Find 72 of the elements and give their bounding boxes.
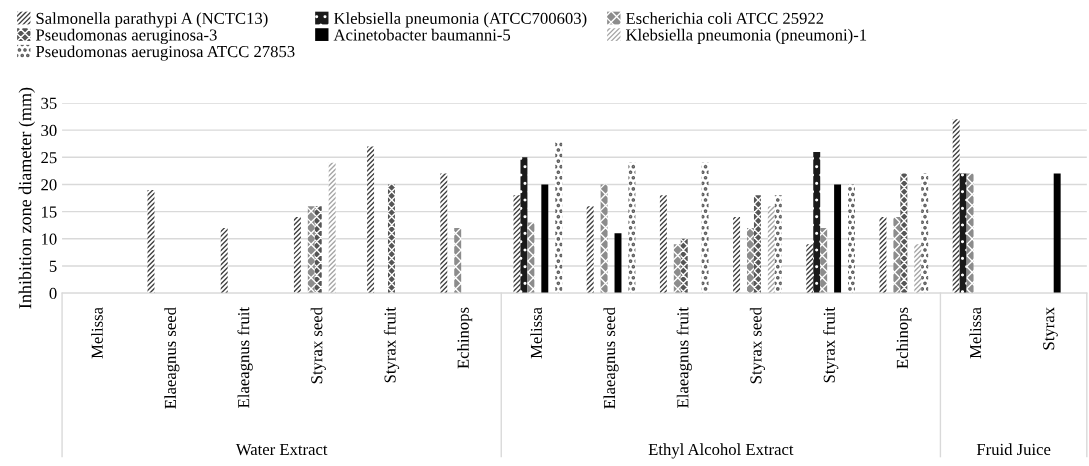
bar bbox=[520, 157, 528, 294]
y-tick-label: 0 bbox=[49, 287, 57, 300]
y-tick-label: 15 bbox=[42, 206, 57, 218]
bar bbox=[314, 206, 322, 294]
bar bbox=[220, 227, 228, 294]
bar bbox=[806, 244, 814, 294]
bar bbox=[600, 184, 608, 294]
y-tick-label: 35 bbox=[41, 97, 57, 109]
x-tick-label: Elaeagnus seed bbox=[603, 307, 619, 409]
x-tick-label: Melissa bbox=[530, 307, 543, 359]
bar bbox=[914, 244, 922, 294]
bar bbox=[659, 195, 667, 294]
x-tick-label: Echinops bbox=[457, 307, 473, 369]
y-tick-label: 30 bbox=[41, 124, 57, 137]
bar bbox=[586, 206, 594, 294]
x-tick-label: Elaeagnus fruit bbox=[676, 307, 692, 408]
bar bbox=[753, 195, 761, 294]
bar bbox=[454, 227, 462, 294]
x-tick-label: Elaeagnus seed bbox=[164, 307, 180, 409]
bar bbox=[440, 173, 448, 294]
x-tick-label: Styrax seed bbox=[749, 307, 766, 384]
y-axis-title: Inhibition zone diameter (mm) bbox=[18, 87, 35, 309]
text: Fruid Juice bbox=[976, 443, 1051, 456]
bar bbox=[1053, 173, 1061, 294]
bar bbox=[747, 227, 754, 294]
x-tick-label: Styrax bbox=[1043, 307, 1058, 350]
bar bbox=[813, 151, 821, 294]
bar bbox=[541, 184, 549, 294]
bar bbox=[307, 206, 315, 294]
bar bbox=[952, 119, 960, 294]
legend-label: Pseudomonas aeruginosa ATCC 27853 bbox=[35, 45, 295, 61]
x-tick-label: Elaeagnus fruit bbox=[237, 307, 253, 408]
bar bbox=[921, 173, 929, 294]
bar bbox=[367, 146, 375, 294]
bar bbox=[959, 173, 967, 294]
bar bbox=[767, 206, 775, 294]
text: Water Extract bbox=[235, 443, 328, 456]
bar bbox=[774, 195, 782, 294]
x-tick-label: Styrax fruit bbox=[822, 307, 839, 383]
legend-label: Salmonella parathypi A (NCTC13) bbox=[36, 12, 268, 28]
x-tick-label: Melissa bbox=[91, 307, 103, 359]
bar bbox=[900, 173, 908, 294]
x-tick-label: Styrax seed bbox=[310, 307, 326, 384]
text: Ethyl Alcohol Extract bbox=[648, 443, 794, 459]
y-tick-label: 10 bbox=[42, 233, 57, 245]
bar bbox=[293, 217, 301, 294]
bar bbox=[966, 173, 974, 294]
bar bbox=[628, 162, 636, 294]
bar bbox=[680, 238, 688, 294]
bar bbox=[555, 141, 563, 294]
bar bbox=[820, 227, 828, 294]
y-tick-label: 20 bbox=[41, 179, 57, 191]
x-tick-label: Echinops bbox=[896, 307, 912, 369]
x-tick-label: Styrax fruit bbox=[383, 307, 400, 383]
legend-label: Klebsiella pneumonia (pneumoni)-1 bbox=[625, 28, 867, 44]
bar bbox=[834, 184, 842, 294]
bar bbox=[701, 162, 709, 294]
bar bbox=[848, 184, 855, 294]
y-tick-label: 25 bbox=[41, 152, 57, 164]
bar bbox=[673, 244, 681, 294]
x-tick-label: Melissa bbox=[969, 307, 982, 359]
bar bbox=[328, 162, 336, 294]
legend-label: Pseudomonas aeruginosa-3 bbox=[35, 28, 217, 45]
legend-label: Acinetobacter baumanni-5 bbox=[333, 28, 511, 41]
legend-label: Klebsiella pneumonia (ATCC700603) bbox=[333, 12, 587, 28]
bar bbox=[387, 184, 395, 294]
bar bbox=[893, 217, 901, 294]
bar bbox=[879, 217, 887, 294]
legend-label: Escherichia coli ATCC 25922 bbox=[625, 12, 824, 24]
bar bbox=[733, 217, 741, 294]
y-tick-label: 5 bbox=[49, 260, 57, 272]
bar bbox=[527, 222, 535, 294]
